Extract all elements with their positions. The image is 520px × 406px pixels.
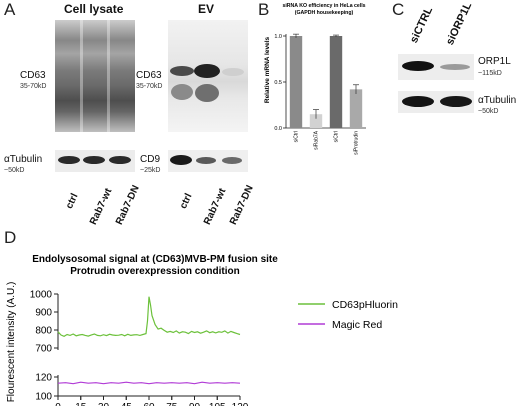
- chart-d-ytick-label: 100: [35, 392, 52, 403]
- chart-d-xtick-label: 0: [55, 402, 61, 406]
- chart-b-xtick-label: siProtrudin: [354, 131, 360, 155]
- c-tubulin-band-ctrl: [402, 96, 434, 107]
- chart-d-xtick-label: 15: [75, 402, 87, 406]
- chart-b-bar: [329, 36, 343, 128]
- tubulin-size-a: ~50kD: [4, 167, 25, 174]
- cd9-band-ctrl: [170, 155, 192, 165]
- chart-d-xtick-label: 30: [98, 402, 110, 406]
- chart-d-xtick-label: 45: [121, 402, 133, 406]
- chart-b-ytick-label: 0.5: [274, 80, 282, 86]
- chart-b-ytick-label: 1.0: [274, 34, 282, 40]
- chart-d-title-1: Endolysosomal signal at (CD63)MVB-PM fus…: [32, 254, 278, 265]
- chart-b-bar: [289, 36, 303, 128]
- panel-d-letter: D: [4, 228, 17, 247]
- lane-lysate-rab7-wt: Rab7-wt: [88, 186, 115, 227]
- lane-lysate-ctrl: ctrl: [64, 191, 81, 211]
- chart-d-legend: CD63pHluorin Magic Red: [298, 299, 398, 331]
- chart-d-lines: [57, 296, 241, 385]
- chart-d-legend-label: Magic Red: [332, 319, 382, 331]
- chart-d-ylabel: Flourescent intensity (A.U.): [6, 282, 17, 403]
- chart-d-xtick-label: 120: [232, 402, 249, 406]
- lane-lysate-rab7-dn: Rab7-DN: [114, 183, 142, 227]
- chart-b-xtick-label: siCtrl: [294, 131, 300, 142]
- chart-d-xtick-label: 105: [209, 402, 226, 406]
- cd63-label-lysate: CD63: [20, 70, 46, 81]
- panel-a-letter: A: [4, 0, 16, 19]
- chart-b-ytick-label: 0.0: [274, 126, 282, 132]
- chart-b-bar: [309, 114, 323, 128]
- chart-d-title-2: Protrudin overexpression condition: [70, 266, 239, 277]
- lane-c-sictrl: siCTRL: [408, 5, 436, 46]
- chart-b-title-2: (GAPDH housekeeping): [295, 10, 354, 16]
- chart-d-ytick-label: 900: [35, 308, 52, 319]
- chart-d-xtick-label: 75: [166, 402, 178, 406]
- chart-b-bars: [289, 33, 363, 128]
- orp1l-label: ORP1L: [478, 56, 511, 67]
- chart-b-ylabel: Relative mRNA levels: [264, 37, 271, 104]
- chart-d-legend-label: CD63pHluorin: [332, 299, 398, 311]
- blot-lysate-cd63-lane-gap-2: [107, 20, 110, 132]
- chart-d-xtick-label: 90: [189, 402, 201, 406]
- chart-d-axes: 700 800 900 1000 100 120 0 15 30 45 60 75 90 105 120: [30, 290, 249, 406]
- lane-ev-rab7-wt: Rab7-wt: [202, 186, 229, 227]
- cd9-band-wt: [196, 157, 216, 164]
- chart-b-bar: [349, 89, 363, 128]
- c-tubulin-band-ko: [440, 96, 472, 107]
- tubulin-label-a: αTubulin: [4, 154, 43, 165]
- tubulin-band-2: [83, 156, 105, 164]
- tubulin-size-c: ~50kD: [478, 108, 499, 115]
- chart-d-series-cd63phluorin: [57, 296, 241, 337]
- chart-d-ytick-label: 120: [35, 373, 52, 384]
- chart-b-xtick-label: siRab7A: [314, 130, 320, 150]
- blot-lysate-cd63-lane-gap-1: [80, 20, 83, 132]
- lane-ev-rab7-dn: Rab7-DN: [228, 183, 256, 227]
- cd9-band-dn: [222, 157, 242, 164]
- cd63-size-lysate: 35-70kD: [20, 83, 47, 90]
- cd9-label: CD9: [140, 154, 161, 165]
- chart-b: siRNA KO efficiency in HeLa cells (GAPDH…: [264, 3, 366, 155]
- orp1l-size: ~115kD: [478, 70, 502, 77]
- ev-cd63-band-ctrl-lower: [171, 84, 193, 100]
- tubulin-label-c: αTubulin: [478, 95, 517, 106]
- panel-b-letter: B: [258, 0, 270, 19]
- chart-d-ytick-label: 700: [35, 344, 52, 355]
- panel-c-letter: C: [392, 0, 405, 19]
- lane-c-siorp1l: siORP1L: [444, 0, 475, 48]
- ev-cd63-band-wt: [194, 64, 220, 78]
- chart-b-xlabels: siCtrl siRab7A siCtrl siProtrudin: [294, 130, 360, 155]
- chart-d: Endolysosomal signal at (CD63)MVB-PM fus…: [6, 254, 398, 406]
- chart-b-xtick-label: siCtrl: [334, 131, 340, 142]
- header-cell-lysate: Cell lysate: [64, 2, 124, 16]
- cd63-label-ev: CD63: [136, 70, 162, 81]
- cd9-size: ~25kD: [140, 167, 161, 174]
- orp1l-band-ko: [440, 64, 470, 70]
- ev-cd63-band-wt-lower: [195, 84, 219, 102]
- tubulin-band-3: [109, 156, 131, 164]
- chart-d-ytick-label: 1000: [30, 290, 53, 301]
- blot-lysate-cd63: [55, 20, 135, 132]
- tubulin-band-1: [58, 156, 80, 164]
- cd63-size-ev: 35-70kD: [136, 83, 163, 90]
- chart-d-xtick-label: 60: [143, 402, 155, 406]
- ev-cd63-band-ctrl: [170, 66, 194, 76]
- orp1l-band-ctrl: [402, 61, 434, 71]
- chart-b-title-1: siRNA KO efficiency in HeLa cells: [282, 3, 365, 9]
- header-ev: EV: [198, 2, 215, 16]
- chart-d-series-magic-red: [57, 381, 241, 385]
- lane-ev-ctrl: ctrl: [178, 191, 195, 211]
- ev-cd63-band-dn: [222, 68, 244, 76]
- chart-d-ytick-label: 800: [35, 326, 52, 337]
